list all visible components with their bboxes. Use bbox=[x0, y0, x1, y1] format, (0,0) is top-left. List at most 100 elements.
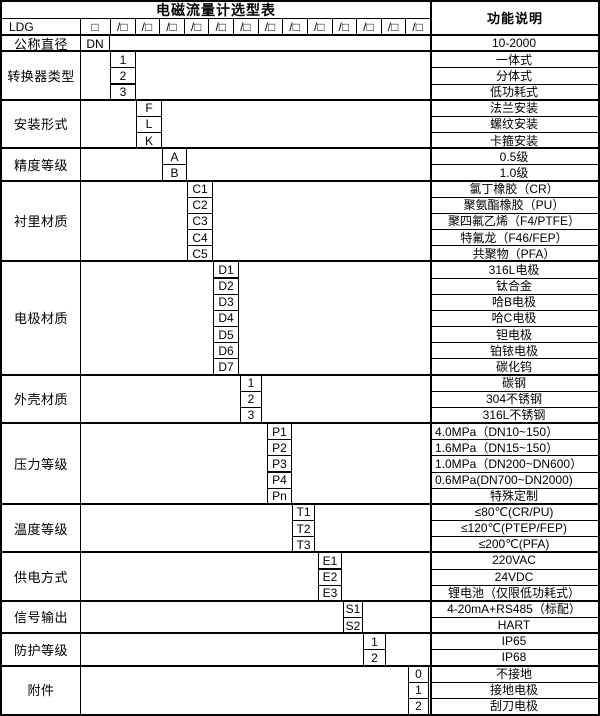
code-cell: D7 bbox=[213, 358, 239, 376]
model-prefix: LDG bbox=[9, 19, 34, 34]
category-label: 转换器类型 bbox=[7, 68, 75, 84]
code-cell: C3 bbox=[187, 212, 213, 230]
page-title: 电磁流量计选型表 bbox=[156, 2, 276, 17]
grid-line bbox=[430, 439, 598, 441]
grid-line bbox=[184, 18, 185, 35]
section-divider bbox=[0, 179, 600, 182]
code-cell: D5 bbox=[213, 326, 239, 344]
section-divider bbox=[0, 373, 600, 376]
description-cell: 碳化钨 bbox=[495, 359, 532, 374]
code-cell: D6 bbox=[213, 342, 239, 360]
section-divider bbox=[0, 551, 600, 554]
category-label: 防护等级 bbox=[13, 642, 68, 658]
description-cell: 锂电池（仅限低功耗式） bbox=[447, 586, 580, 601]
grid-line bbox=[430, 293, 598, 295]
description-cell: 316L不锈钢 bbox=[482, 408, 546, 423]
grid-line bbox=[430, 390, 598, 392]
grid-line bbox=[430, 132, 598, 133]
grid-line bbox=[430, 326, 598, 327]
grid-line bbox=[430, 0, 432, 716]
description-cell: 哈C电极 bbox=[491, 311, 537, 326]
description-cell: 0.6MPa(DN700~DN2000) bbox=[435, 472, 573, 487]
grid-line bbox=[430, 245, 598, 247]
description-cell: 螺纹安装 bbox=[489, 117, 538, 132]
description-cell: 一体式 bbox=[495, 52, 532, 67]
section-divider bbox=[0, 599, 600, 602]
category-label: 供电方式 bbox=[13, 570, 68, 586]
category-label: 衬里材质 bbox=[13, 214, 68, 230]
category-label: 电极材质 bbox=[13, 311, 68, 327]
description-cell: IP65 bbox=[501, 634, 527, 649]
description-cell: 24VDC bbox=[494, 569, 534, 584]
model-slot: /□ bbox=[338, 19, 350, 34]
description-cell: 分体式 bbox=[495, 68, 532, 83]
description-cell: 卡箍安装 bbox=[489, 133, 538, 148]
description-cell: 钽电极 bbox=[495, 327, 532, 342]
grid-line bbox=[430, 520, 598, 521]
code-cell: Pn bbox=[267, 487, 292, 505]
model-slot: /□ bbox=[264, 19, 276, 34]
code-cell: 1 bbox=[110, 51, 136, 69]
grid-line bbox=[430, 471, 598, 473]
grid-line bbox=[430, 617, 598, 618]
model-slot: /□ bbox=[215, 19, 227, 34]
section-divider bbox=[0, 50, 600, 53]
description-cell: 钛合金 bbox=[495, 279, 532, 294]
description-cell: 低功耗式 bbox=[489, 85, 538, 100]
grid-line bbox=[430, 164, 598, 166]
grid-line bbox=[430, 212, 598, 214]
grid-line bbox=[135, 18, 136, 35]
grid-line bbox=[430, 83, 598, 85]
description-cell: 接地电极 bbox=[489, 683, 538, 698]
grid-line bbox=[332, 18, 333, 35]
code-cell: C1 bbox=[187, 180, 213, 198]
grid-line bbox=[2, 18, 430, 19]
category-label: 信号输出 bbox=[13, 610, 68, 626]
description-cell: 氯丁橡胶（CR） bbox=[469, 182, 559, 197]
grid-line bbox=[258, 18, 259, 35]
code-cell: P1 bbox=[267, 423, 292, 441]
grid-line bbox=[381, 18, 382, 35]
section-divider bbox=[0, 632, 600, 635]
section-divider bbox=[0, 422, 600, 424]
grid-line bbox=[159, 18, 160, 35]
description-cell: ≤120℃(PTEP/FEP) bbox=[460, 521, 568, 536]
outer-border-bottom bbox=[0, 714, 600, 716]
description-cell: 哈B电极 bbox=[491, 295, 536, 310]
model-first-slot: □ bbox=[91, 19, 99, 34]
grid-line bbox=[307, 18, 308, 35]
grid-line bbox=[430, 649, 598, 651]
description-cell: 1.0MPa（DN200~DN600） bbox=[435, 456, 583, 471]
model-slot: /□ bbox=[141, 19, 153, 34]
description-cell: 法兰安装 bbox=[489, 101, 538, 116]
grid-line bbox=[430, 196, 598, 198]
code-cell: P2 bbox=[267, 439, 292, 457]
grid-line bbox=[430, 697, 598, 699]
grid-line bbox=[356, 18, 357, 35]
category-label: 安装形式 bbox=[13, 117, 68, 133]
code-cell: 2 bbox=[240, 390, 262, 408]
code-cell: E2 bbox=[318, 568, 342, 586]
grid-line bbox=[430, 584, 598, 586]
grid-line bbox=[0, 34, 600, 36]
model-slot: /□ bbox=[190, 19, 202, 34]
code-cell: 1 bbox=[240, 374, 262, 392]
description-cell: 共聚物（PFA） bbox=[472, 246, 556, 261]
description-cell: 特氟龙（F46/FEP） bbox=[460, 230, 568, 245]
description-cell: 304不锈钢 bbox=[485, 392, 543, 407]
code-cell: 2 bbox=[110, 67, 136, 85]
category-label: 公称直径 bbox=[13, 36, 68, 52]
grid-line bbox=[430, 309, 598, 311]
category-label: 附件 bbox=[27, 683, 55, 699]
code-cell: 2 bbox=[408, 697, 429, 715]
code-cell: D2 bbox=[213, 277, 239, 295]
grid-line bbox=[233, 18, 234, 35]
code-cell: S1 bbox=[343, 600, 363, 618]
description-cell: 聚氨酯橡胶（PU） bbox=[463, 198, 565, 213]
code-cell: 1 bbox=[408, 681, 429, 699]
code-cell: C2 bbox=[187, 196, 213, 214]
outer-border-left bbox=[0, 0, 2, 716]
code-cell: A bbox=[162, 148, 187, 166]
model-slot: /□ bbox=[363, 19, 374, 34]
